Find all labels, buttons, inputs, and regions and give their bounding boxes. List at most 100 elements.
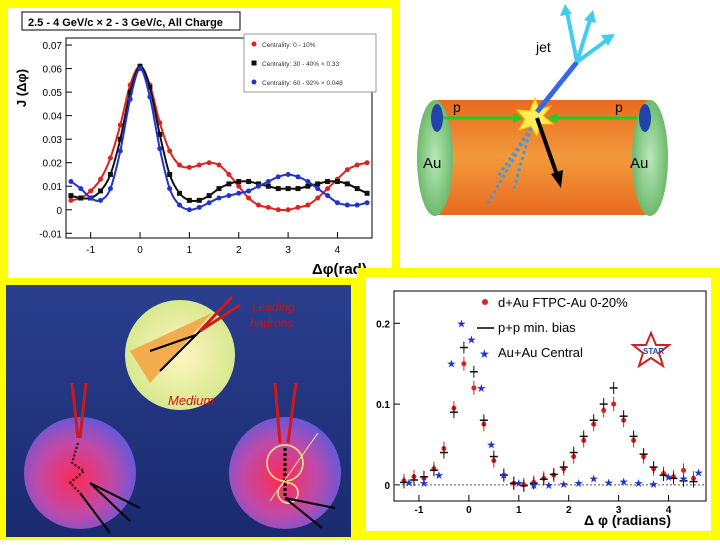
- leading-hadrons-line1: Leading: [252, 300, 295, 314]
- data-point: [78, 186, 84, 192]
- y-tick-label: 0.06: [43, 65, 63, 76]
- data-point: [285, 186, 291, 192]
- data-point: [354, 202, 360, 208]
- data-point: [275, 186, 281, 192]
- x-tick-label: 3: [285, 245, 291, 256]
- data-point: [167, 171, 173, 177]
- data-point: [226, 193, 232, 199]
- data-point: [186, 197, 192, 203]
- auau-data-point: ★: [574, 478, 584, 490]
- data-point: [78, 195, 84, 201]
- ball-left-fragment-3: [79, 492, 111, 534]
- data-point: [275, 207, 281, 213]
- star-plot-frame: [393, 290, 707, 502]
- collision-diagram-panel: jet p p Au Au: [405, 0, 720, 270]
- data-point: [265, 183, 271, 189]
- jet-fragment-1: [565, 11, 579, 63]
- data-point: [107, 186, 113, 192]
- ball-left-path: [68, 442, 86, 494]
- data-point: [117, 148, 123, 154]
- star-plot-panel: 0.2 0.1 0 -1 0 1 2 3 4 ★ ★ ★ ★ ★ ★ ★ ★ ★ ★ ★ ★ ★ ★ ★ ★ ★ ★ ★ ★ ★ ★ d…: [357, 268, 720, 540]
- star-legend-marker-3: ★: [479, 347, 490, 361]
- data-point: [344, 167, 350, 173]
- star-legend-entry-2: p+p min. bias: [498, 320, 576, 335]
- star-legend-marker-1: [482, 299, 488, 305]
- away-hadron-arrow: [159, 330, 201, 372]
- y-tick-label: 0.01: [43, 182, 63, 193]
- data-point: [315, 181, 321, 187]
- data-point: [98, 188, 104, 194]
- auau-data-point: ★: [446, 359, 456, 371]
- data-point: [206, 193, 212, 199]
- recoil-jet-arrowhead: [551, 170, 563, 188]
- data-point: [167, 148, 173, 154]
- auau-data-point: ★: [634, 478, 644, 490]
- star-legend-entry-3: Au+Au Central: [498, 345, 583, 360]
- star-x-tick-label: 1: [516, 505, 522, 516]
- leading-hadrons-line2: hadrons: [250, 316, 293, 330]
- x-axis-label: Δφ(rad): [312, 261, 367, 278]
- data-point: [88, 195, 94, 201]
- data-point: [107, 155, 113, 161]
- data-point: [354, 186, 360, 192]
- data-point: [285, 207, 291, 213]
- medium-label: Medium: [168, 393, 214, 408]
- data-point: [127, 89, 133, 95]
- data-point: [354, 162, 360, 168]
- data-point: [68, 197, 74, 203]
- data-point: [226, 181, 232, 187]
- data-point: [285, 171, 291, 177]
- star-legend-entry-1: d+Au FTPC-Au 0-20%: [498, 295, 628, 310]
- legend-entry-2: Centrality: 30 - 40% × 0.33: [262, 61, 340, 68]
- y-tick-label: 0.05: [43, 88, 63, 99]
- data-point: [68, 193, 74, 199]
- auau-data-point: ★: [529, 480, 539, 492]
- proton-left-label: p: [453, 99, 461, 115]
- jet-fragment-3-head: [601, 34, 615, 46]
- auau-data-point: ★: [679, 473, 689, 485]
- legend-marker-red: [251, 41, 257, 47]
- star-x-tick-label: 0: [466, 505, 472, 516]
- auau-data-point: ★: [649, 479, 659, 491]
- auau-data-point: ★: [544, 480, 554, 492]
- data-point: [167, 186, 173, 192]
- ball-right-ring-2: [277, 482, 299, 504]
- data-point: [127, 96, 133, 102]
- dau-data-point: [461, 361, 467, 367]
- star-x-tick-label: 4: [666, 505, 672, 516]
- correlation-plot-area: 2.5 - 4 GeV/c × 2 - 3 GeV/c, All Charge …: [8, 8, 392, 278]
- auau-data-point: ★: [664, 472, 674, 484]
- data-point: [137, 66, 143, 72]
- legend-entry-1: Centrality: 0 - 10%: [262, 42, 316, 49]
- collision-star: [515, 96, 555, 138]
- data-point: [305, 179, 311, 185]
- y-tick-label: 0.02: [43, 159, 63, 170]
- data-point: [226, 171, 232, 177]
- y-tick-label: 0.03: [43, 135, 63, 146]
- data-point: [344, 202, 350, 208]
- jet-fragment-1-head: [560, 4, 572, 16]
- data-point: [334, 200, 340, 206]
- ball-right-jet-2: [286, 382, 298, 444]
- data-point: [186, 164, 192, 170]
- plot-data: [68, 63, 370, 213]
- dau-data-point: [601, 408, 607, 414]
- data-point: [177, 190, 183, 196]
- y-ticks: 0.07 0.06 0.05 0.04 0.03 0.02 0.01 0 -0.01: [39, 41, 72, 240]
- data-point: [325, 186, 331, 192]
- auau-data-point: ★: [419, 478, 429, 490]
- data-point: [98, 176, 104, 182]
- left-proton-disk: [431, 104, 443, 132]
- jet-fragment-3: [575, 38, 609, 64]
- auau-data-point: ★: [434, 470, 444, 482]
- data-point: [334, 179, 340, 185]
- correlation-plot-panel: 2.5 - 4 GeV/c × 2 - 3 GeV/c, All Charge …: [0, 0, 400, 285]
- recoil-jet-arrow: [535, 117, 559, 176]
- ball-right-fragment-2: [284, 497, 323, 529]
- data-point: [295, 174, 301, 180]
- data-point: [196, 197, 202, 203]
- auau-data-point: ★: [456, 318, 466, 330]
- data-point: [88, 188, 94, 194]
- data-point: [255, 183, 261, 189]
- medium-diagram-svg: Leading hadrons Medium: [6, 285, 351, 537]
